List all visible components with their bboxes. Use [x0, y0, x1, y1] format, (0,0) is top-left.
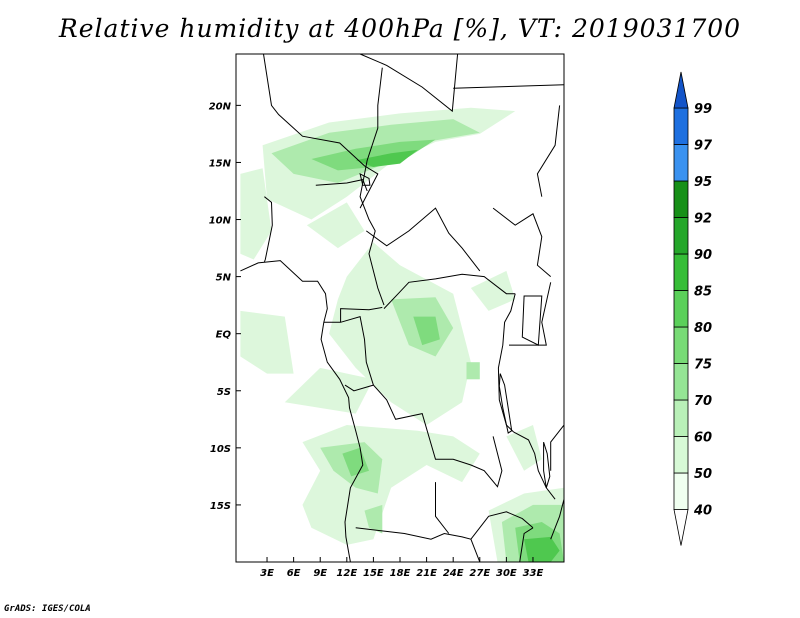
latitude-axis: 20N 15N 10N 5N EQ 5S 10S 15S	[209, 101, 241, 512]
colorbar-bottom-arrow	[673, 509, 689, 546]
y-tick-label: 15S	[210, 501, 231, 512]
country-borders	[240, 54, 564, 562]
colorbar-label: 75	[694, 358, 712, 373]
humidity-region-16	[364, 504, 383, 534]
border-line-12	[435, 482, 450, 534]
map-title: Relative humidity at 400hPa [%], VT: 201…	[58, 14, 742, 43]
x-tick-label: 18E	[390, 568, 411, 579]
y-tick-label: 20N	[209, 101, 232, 112]
colorbar-label: 70	[694, 394, 712, 409]
colorbar-swatch-95	[673, 144, 689, 182]
humidity-region-2	[311, 139, 436, 171]
humidity-contours	[240, 107, 564, 562]
y-tick-label: 5S	[217, 387, 231, 398]
colorbar-swatch-90	[673, 217, 689, 255]
longitude-axis: 3E 6E 9E 12E 15E 18E 21E 24E 27E 30E 33E	[260, 557, 544, 579]
x-tick-label: 33E	[523, 568, 544, 579]
humidity-region-5	[306, 202, 365, 249]
border-line-17	[340, 306, 383, 323]
x-tick-label: 30E	[496, 568, 517, 579]
y-tick-label: 15N	[209, 158, 232, 169]
border-line-11	[355, 511, 534, 540]
humidity-region-7	[329, 242, 471, 425]
x-tick-label: 21E	[416, 568, 437, 579]
border-line-20	[519, 527, 534, 562]
border-line-5	[263, 196, 273, 262]
colorbar-label: 50	[694, 467, 712, 482]
humidity-region-10	[466, 362, 480, 380]
border-line-22	[470, 539, 481, 562]
border-line-0	[240, 260, 364, 562]
colorbar-swatch-75	[673, 326, 689, 364]
colorbar-swatch-50	[673, 436, 689, 474]
humidity-region-9	[413, 316, 440, 346]
humidity-region-4	[240, 168, 272, 260]
y-tick-label: 10S	[210, 444, 231, 455]
border-line-21	[550, 499, 564, 540]
border-line-2	[359, 54, 459, 113]
colorbar-swatch-60	[673, 399, 689, 437]
grads-credit: GrADS: IGES/COLA	[4, 604, 91, 614]
y-tick-label: 5N	[216, 273, 232, 284]
colorbar-swatch-40	[673, 472, 689, 510]
x-tick-label: 6E	[287, 568, 301, 579]
colorbar: 40 50 60 70 75 80 85 90 92 95 97 99	[673, 71, 713, 546]
y-tick-label: 10N	[209, 216, 232, 227]
colorbar-swatch-97	[673, 107, 689, 145]
humidity-region-12	[284, 367, 374, 414]
border-line-14	[492, 207, 552, 277]
colorbar-swatch-92	[673, 180, 689, 218]
x-tick-label: 24E	[443, 568, 464, 579]
border-line-18	[323, 315, 374, 386]
border-line-9	[513, 431, 556, 500]
humidity-region-13	[302, 425, 480, 545]
border-line-8	[497, 293, 516, 433]
lake-outline-0	[521, 295, 543, 346]
colorbar-top-arrow	[673, 71, 689, 109]
x-tick-label: 27E	[469, 568, 490, 579]
border-line-19	[550, 424, 564, 471]
border-line-3	[359, 67, 385, 306]
colorbar-label: 40	[693, 504, 712, 519]
humidity-region-3	[355, 149, 418, 167]
border-line-6	[366, 207, 481, 272]
colorbar-label: 80	[694, 321, 712, 336]
colorbar-label: 99	[694, 102, 712, 117]
colorbar-swatch-70	[673, 363, 689, 401]
colorbar-label: 85	[694, 285, 712, 300]
colorbar-swatch-80	[673, 290, 689, 328]
border-line-15	[536, 105, 561, 197]
lake-outline-1	[498, 373, 513, 434]
x-tick-label: 12E	[336, 568, 357, 579]
border-line-7	[383, 273, 516, 309]
colorbar-label: 92	[694, 212, 712, 227]
x-tick-label: 3E	[260, 568, 274, 579]
x-tick-label: 9E	[313, 568, 327, 579]
border-line-1	[263, 54, 379, 209]
border-line-13	[453, 84, 564, 89]
humidity-region-21	[524, 536, 560, 562]
colorbar-label: 97	[694, 139, 713, 154]
colorbar-swatch-85	[673, 253, 689, 291]
lake-outline-3	[359, 172, 371, 186]
x-tick-label: 15E	[363, 568, 384, 579]
humidity-region-11	[470, 270, 516, 311]
colorbar-label: 60	[694, 431, 712, 446]
y-tick-label: EQ	[216, 330, 232, 341]
humidity-region-6	[240, 310, 294, 374]
lake-outline-2	[543, 441, 551, 488]
colorbar-label: 95	[694, 175, 712, 190]
colorbar-label: 90	[694, 248, 712, 263]
border-line-16	[509, 282, 552, 346]
humidity-region-17	[506, 425, 542, 471]
humidity-region-15	[342, 447, 369, 477]
